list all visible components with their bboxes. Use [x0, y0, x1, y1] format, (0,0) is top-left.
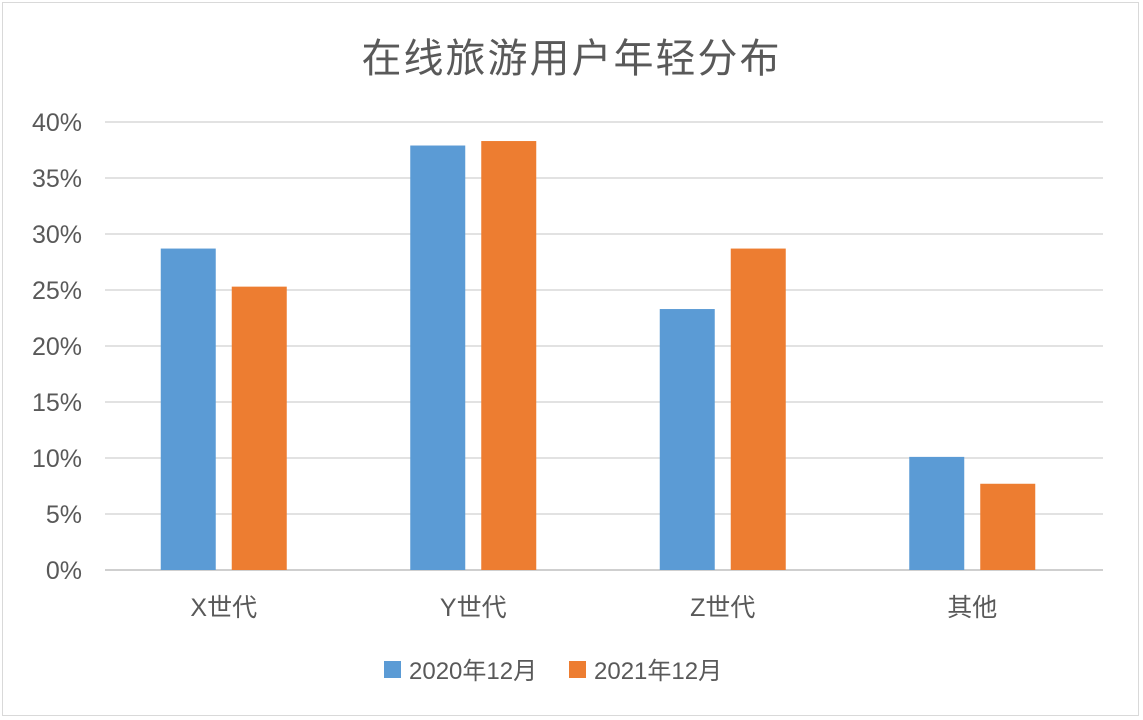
legend-label: 2020年12月: [409, 658, 537, 685]
legend-swatch: [384, 661, 401, 678]
y-tick-label: 0%: [46, 557, 82, 585]
y-tick-label: 25%: [32, 277, 82, 305]
y-tick-label: 5%: [46, 501, 82, 529]
bar-series2: [730, 248, 786, 570]
y-axis-tick-labels: 0% 5% 10% 15% 20% 25% 30% 35% 40%: [32, 109, 82, 585]
x-category-label: Z世代: [690, 594, 755, 622]
y-tick-label: 20%: [32, 333, 82, 361]
legend-swatch: [569, 661, 586, 678]
x-category-label: 其他: [947, 594, 997, 622]
y-tick-label: 30%: [32, 221, 82, 249]
bar-series2: [481, 141, 537, 571]
bar-series1: [659, 309, 715, 570]
legend: 2020年12月 2021年12月: [384, 658, 722, 685]
bar-series2: [980, 483, 1036, 570]
x-axis-category-labels: X世代 Y世代 Z世代 其他: [190, 594, 997, 622]
y-tick-label: 40%: [32, 109, 82, 137]
y-tick-label: 10%: [32, 445, 82, 473]
bars: [160, 141, 1036, 571]
x-category-label: Y世代: [440, 594, 507, 622]
bar-series2: [231, 286, 287, 570]
bar-series1: [909, 456, 965, 570]
chart-title: 在线旅游用户年轻分布: [361, 36, 782, 82]
y-tick-label: 15%: [32, 389, 82, 417]
x-category-label: X世代: [190, 594, 257, 622]
bar-series1: [410, 145, 466, 570]
bar-series1: [160, 248, 216, 570]
legend-label: 2021年12月: [594, 658, 722, 685]
y-tick-label: 35%: [32, 165, 82, 193]
